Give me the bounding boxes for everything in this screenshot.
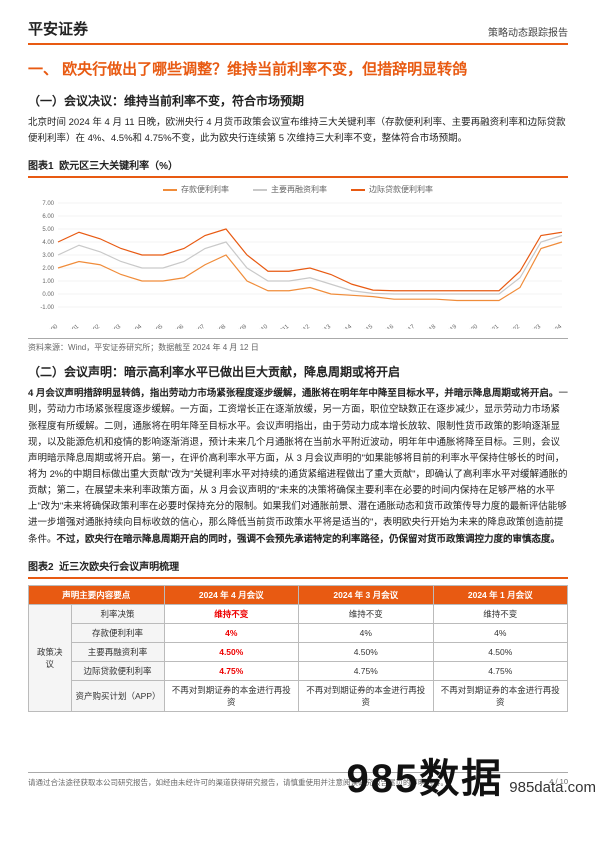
- row-key: 存款便利利率: [71, 623, 164, 642]
- th-col3: 2024 年 3 月会议: [299, 585, 433, 604]
- svg-text:2022: 2022: [507, 324, 522, 329]
- subsection-2-tail: 不过，欧央行在暗示降息周期开启的同时，强调不会预先承诺特定的利率路径，仍保留对货…: [57, 534, 561, 545]
- svg-text:2012: 2012: [297, 324, 312, 329]
- cell-apr: 4.50%: [164, 642, 298, 661]
- cell-apr: 不再对到期证券的本金进行再投资: [164, 680, 298, 711]
- cell-mar: 不再对到期证券的本金进行再投资: [299, 680, 433, 711]
- subsection-2-lead: 4 月会议声明措辞明显转鸽，指出劳动力市场紧张程度逐步缓解，通胀将在明年年中降至…: [28, 388, 558, 399]
- svg-text:2020: 2020: [465, 324, 480, 329]
- cell-apr: 4%: [164, 623, 298, 642]
- svg-text:2006: 2006: [171, 324, 186, 329]
- table2-title-row: 图表2 近三次欧央行会议声明梳理: [28, 558, 568, 573]
- subsection-2-heading: （二）会议声明：暗示高利率水平已做出巨大贡献，降息周期或将开启: [28, 363, 568, 380]
- row-group-label: 政策决议: [29, 604, 72, 711]
- svg-text:2004: 2004: [129, 324, 144, 329]
- watermark-big: 985数据: [347, 746, 504, 804]
- legend-swatch-icon: [253, 189, 267, 191]
- svg-text:4.00: 4.00: [42, 240, 54, 246]
- table2: 声明主要内容要点 2024 年 4 月会议 2024 年 3 月会议 2024 …: [28, 585, 568, 712]
- svg-text:2009: 2009: [234, 324, 249, 329]
- svg-text:2024: 2024: [549, 324, 564, 329]
- svg-text:2002: 2002: [87, 324, 102, 329]
- row-key: 利率决策: [71, 604, 164, 623]
- cell-mar: 4.50%: [299, 642, 433, 661]
- chart1-source: 资料来源：Wind，平安证券研究所；数据截至 2024 年 4 月 12 日: [28, 338, 568, 353]
- row-key: 边际贷款便利利率: [71, 661, 164, 680]
- watermark-small: 985data.com: [509, 779, 596, 796]
- table-row: 主要再融资利率4.50%4.50%4.50%: [29, 642, 568, 661]
- table2-container: 声明主要内容要点 2024 年 4 月会议 2024 年 3 月会议 2024 …: [28, 577, 568, 712]
- svg-text:2016: 2016: [381, 324, 396, 329]
- svg-text:2003: 2003: [108, 324, 123, 329]
- legend-swatch-icon: [163, 189, 177, 191]
- svg-text:5.00: 5.00: [42, 227, 54, 233]
- brand-name: 平安证券: [28, 18, 88, 39]
- subsection-2-rest: 一则，劳动力市场紧张程度逐步缓解。一方面，工资增长正在逐渐放缓，另一方面，职位空…: [28, 388, 568, 544]
- svg-text:2011: 2011: [277, 324, 291, 329]
- row-key: 主要再融资利率: [71, 642, 164, 661]
- cell-jan: 4%: [433, 623, 568, 642]
- watermark: 985数据 985data.com: [347, 746, 596, 804]
- svg-text:7.00: 7.00: [42, 201, 54, 207]
- chart1-label: 图表1 欧元区三大关键利率（%）: [28, 157, 178, 172]
- th-col4: 2024 年 1 月会议: [433, 585, 568, 604]
- svg-text:1.00: 1.00: [42, 279, 54, 285]
- svg-text:2013: 2013: [318, 324, 333, 329]
- legend-item-marginal: 边际贷款便利利率: [351, 184, 433, 195]
- page-root: 平安证券 策略动态跟踪报告 一、 欧央行做出了哪些调整？维持当前利率不变，但措辞…: [0, 0, 596, 798]
- svg-text:2001: 2001: [66, 324, 81, 329]
- table-header-row: 声明主要内容要点 2024 年 4 月会议 2024 年 3 月会议 2024 …: [29, 585, 568, 604]
- cell-mar: 4%: [299, 623, 433, 642]
- cell-jan: 维持不变: [433, 604, 568, 623]
- svg-text:0.00: 0.00: [42, 292, 54, 298]
- cell-jan: 不再对到期证券的本金进行再投资: [433, 680, 568, 711]
- legend-item-mro: 主要再融资利率: [253, 184, 327, 195]
- table-row: 资产购买计划（APP）不再对到期证券的本金进行再投资不再对到期证券的本金进行再投…: [29, 680, 568, 711]
- cell-jan: 4.50%: [433, 642, 568, 661]
- svg-text:6.00: 6.00: [42, 214, 54, 220]
- cell-jan: 4.75%: [433, 661, 568, 680]
- th-col1: 声明主要内容要点: [29, 585, 165, 604]
- svg-text:2018: 2018: [423, 324, 438, 329]
- svg-text:2.00: 2.00: [42, 266, 54, 272]
- svg-text:2000: 2000: [45, 324, 60, 329]
- svg-text:2017: 2017: [402, 324, 417, 329]
- cell-apr: 4.75%: [164, 661, 298, 680]
- chart1-title-row: 图表1 欧元区三大关键利率（%）: [28, 157, 568, 172]
- subsection-1-body: 北京时间 2024 年 4 月 11 日晚，欧洲央行 4 月货币政策会议宣布维持…: [28, 115, 568, 147]
- svg-text:2008: 2008: [213, 324, 228, 329]
- legend-item-deposit: 存款便利利率: [163, 184, 229, 195]
- subsection-1-heading: （一）会议决议：维持当前利率不变，符合市场预期: [28, 92, 568, 109]
- svg-text:2015: 2015: [360, 324, 375, 329]
- svg-text:2005: 2005: [150, 324, 165, 329]
- th-col2: 2024 年 4 月会议: [164, 585, 298, 604]
- chart1-container: 存款便利利率 主要再融资利率 边际贷款便利利率 -1.00 0.00 1.00 2.0…: [28, 176, 568, 334]
- cell-mar: 4.75%: [299, 661, 433, 680]
- table-row: 政策决议利率决策维持不变维持不变维持不变: [29, 604, 568, 623]
- legend-swatch-icon: [351, 189, 365, 191]
- table2-label: 图表2 近三次欧央行会议声明梳理: [28, 558, 179, 573]
- chart1-svg: -1.00 0.00 1.00 2.00 3.00 4.00 5.00 6.00 7.00 200…: [28, 199, 568, 329]
- table-row: 存款便利利率4%4%4%: [29, 623, 568, 642]
- row-key: 资产购买计划（APP）: [71, 680, 164, 711]
- svg-text:3.00: 3.00: [42, 253, 54, 259]
- report-type: 策略动态跟踪报告: [488, 24, 568, 39]
- svg-text:2010: 2010: [255, 324, 270, 329]
- subsection-2-body: 4 月会议声明措辞明显转鸽，指出劳动力市场紧张程度逐步缓解，通胀将在明年年中降至…: [28, 386, 568, 547]
- svg-text:-1.00: -1.00: [40, 305, 54, 311]
- page-header: 平安证券 策略动态跟踪报告: [28, 18, 568, 45]
- cell-apr: 维持不变: [164, 604, 298, 623]
- chart1-legend: 存款便利利率 主要再融资利率 边际贷款便利利率: [28, 184, 568, 195]
- cell-mar: 维持不变: [299, 604, 433, 623]
- svg-text:2021: 2021: [486, 324, 501, 329]
- table-row: 边际贷款便利利率4.75%4.75%4.75%: [29, 661, 568, 680]
- section-heading-1: 一、 欧央行做出了哪些调整？维持当前利率不变，但措辞明显转鸽: [28, 59, 568, 80]
- svg-text:2019: 2019: [444, 324, 459, 329]
- svg-text:2014: 2014: [339, 324, 354, 329]
- svg-text:2007: 2007: [192, 324, 207, 329]
- svg-text:2023: 2023: [528, 324, 543, 329]
